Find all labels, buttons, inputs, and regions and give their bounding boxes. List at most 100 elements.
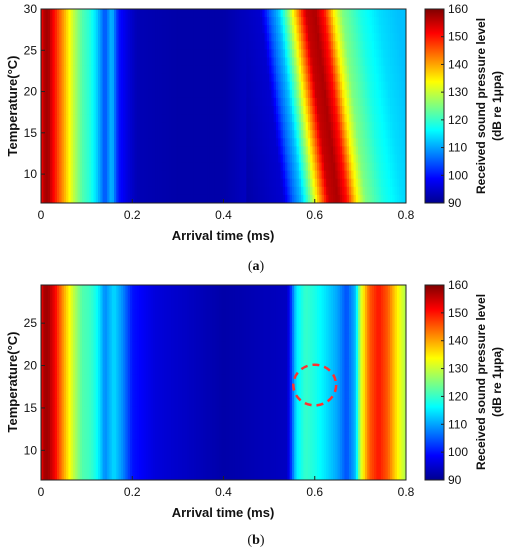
- heatmap-cell: [339, 106, 343, 115]
- heatmap-cell: [93, 81, 97, 91]
- heatmap-cell: [314, 130, 318, 139]
- heatmap-cell: [75, 301, 78, 310]
- heatmap-cell: [291, 89, 295, 99]
- heatmap-cell: [403, 57, 407, 66]
- heatmap-cell: [289, 146, 293, 155]
- heatmap-cell: [355, 49, 359, 58]
- heatmap-cell: [66, 57, 69, 66]
- heatmap-cell: [161, 154, 165, 163]
- heatmap-cell: [93, 146, 97, 155]
- heatmap-cell: [114, 73, 117, 83]
- heatmap-cell: [145, 325, 149, 335]
- heatmap-cell: [41, 162, 44, 172]
- heatmap-cell: [145, 130, 149, 139]
- heatmap-cell: [314, 25, 318, 34]
- heatmap-cell: [330, 9, 334, 18]
- heatmap-cell: [321, 162, 325, 172]
- heatmap-cell: [127, 146, 131, 155]
- heatmap-cell: [177, 317, 181, 327]
- heatmap-cell: [294, 154, 297, 163]
- heatmap-cell: [328, 89, 332, 99]
- heatmap-cell: [351, 49, 354, 58]
- heatmap-cell: [198, 285, 202, 294]
- heatmap-cell: [294, 41, 297, 50]
- heatmap-cell: [52, 285, 56, 294]
- heatmap-cell: [360, 194, 364, 204]
- heatmap-cell: [150, 170, 154, 180]
- heatmap-cell: [107, 186, 110, 196]
- heatmap-cell: [141, 41, 145, 50]
- heatmap-cell: [212, 154, 215, 163]
- heatmap-cell: [104, 146, 108, 155]
- heatmap-cell: [385, 285, 389, 294]
- heatmap-cell: [77, 285, 81, 294]
- heatmap-cell: [223, 17, 227, 26]
- heatmap-cell: [289, 170, 293, 180]
- heatmap-cell: [202, 317, 206, 327]
- heatmap-cell: [175, 25, 179, 34]
- heatmap-cell: [346, 178, 350, 188]
- heatmap-cell: [307, 170, 311, 180]
- heatmap-cell: [273, 146, 277, 155]
- heatmap-cell: [385, 146, 389, 155]
- heatmap-cell: [241, 89, 245, 99]
- heatmap-cell: [86, 170, 90, 180]
- heatmap-cell: [102, 130, 106, 139]
- heatmap-cell: [148, 130, 151, 139]
- heatmap-cell: [150, 301, 154, 310]
- heatmap-cell: [275, 25, 279, 34]
- heatmap-cell: [369, 293, 373, 302]
- heatmap-cell: [371, 194, 375, 204]
- heatmap-cell: [291, 57, 295, 66]
- heatmap-cell: [348, 285, 352, 294]
- heatmap-cell: [337, 73, 341, 83]
- heatmap-cell: [125, 162, 129, 172]
- heatmap-cell: [152, 57, 156, 66]
- heatmap-cell: [125, 138, 129, 147]
- y-tick-label: 25: [24, 43, 38, 57]
- heatmap-cell: [221, 293, 224, 302]
- heatmap-cell: [212, 162, 215, 172]
- heatmap-cell: [401, 154, 405, 163]
- heatmap-cell: [171, 301, 174, 310]
- heatmap-cell: [362, 317, 366, 327]
- heatmap-cell: [358, 301, 361, 310]
- heatmap-cell: [75, 89, 78, 99]
- heatmap-cell: [63, 317, 67, 327]
- heatmap-cell: [371, 154, 375, 163]
- heatmap-cell: [344, 114, 348, 123]
- heatmap-cell: [296, 17, 300, 26]
- heatmap-cell: [202, 25, 206, 34]
- heatmap-cell: [280, 49, 284, 58]
- heatmap-cell: [230, 33, 234, 42]
- heatmap-cell: [264, 178, 268, 188]
- heatmap-cell: [180, 170, 183, 180]
- heatmap-cell: [84, 301, 88, 310]
- heatmap-cell: [326, 33, 329, 42]
- heatmap-cell: [159, 178, 163, 188]
- heatmap-cell: [367, 114, 370, 123]
- heatmap-cell: [47, 97, 51, 107]
- heatmap-cell: [129, 73, 133, 83]
- heatmap-cell: [150, 194, 154, 204]
- heatmap-cell: [184, 106, 188, 115]
- heatmap-cell: [378, 301, 382, 310]
- heatmap-cell: [271, 301, 275, 310]
- heatmap-cell: [91, 186, 94, 196]
- heatmap-cell: [396, 73, 400, 83]
- heatmap-cell: [107, 194, 110, 204]
- heatmap-cell: [143, 73, 147, 83]
- heatmap-cell: [323, 130, 327, 139]
- heatmap-cell: [319, 89, 322, 99]
- heatmap-cell: [237, 17, 240, 26]
- heatmap-cell: [118, 17, 122, 26]
- heatmap-cell: [129, 130, 133, 139]
- heatmap-cell: [221, 81, 224, 91]
- heatmap-cell: [168, 325, 172, 335]
- heatmap-cell: [191, 89, 195, 99]
- heatmap-cell: [75, 106, 78, 115]
- heatmap-cell: [166, 49, 170, 58]
- heatmap-cell: [323, 333, 327, 343]
- heatmap-cell: [93, 138, 97, 147]
- heatmap-cell: [301, 178, 304, 188]
